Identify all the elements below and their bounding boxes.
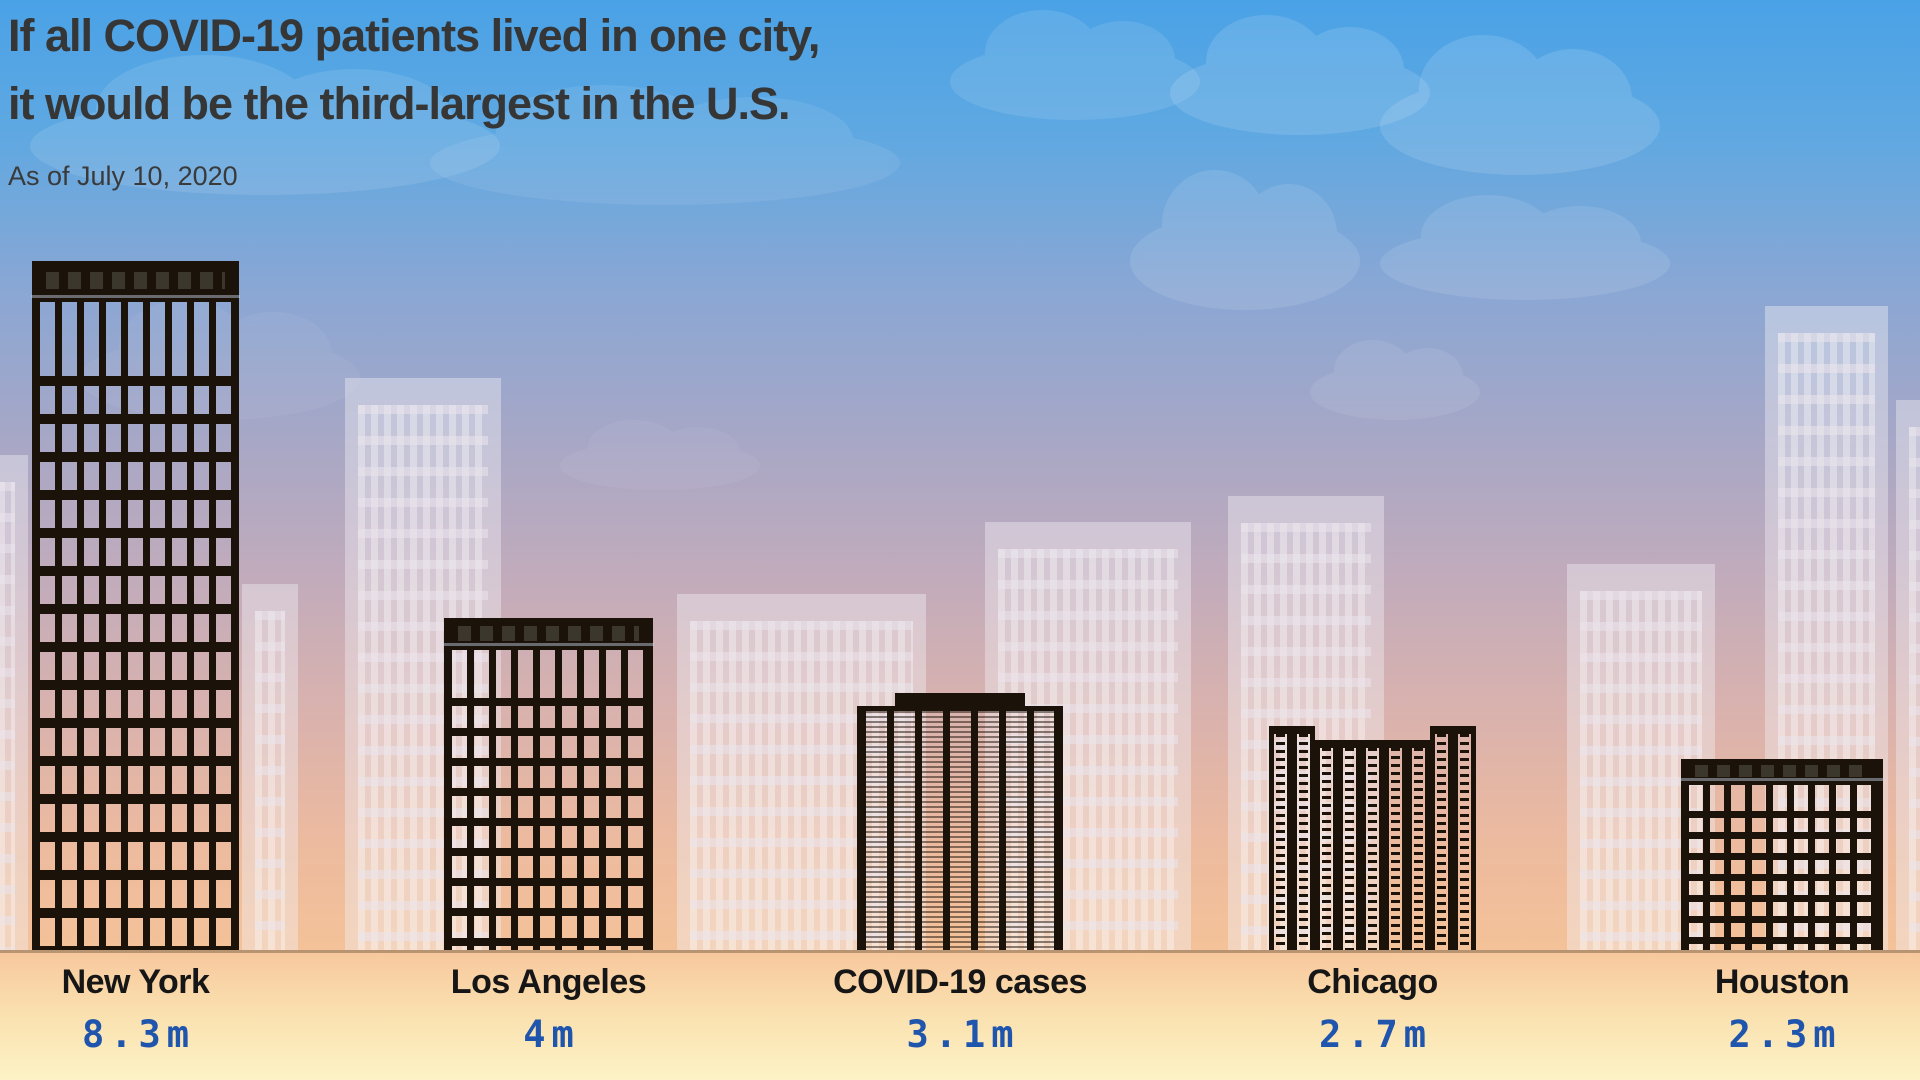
chart-title: If all COVID-19 patients lived in one ci… <box>8 2 820 138</box>
building-covid-19-cases <box>857 693 1063 950</box>
city-value: 2.3m <box>1728 1013 1842 1056</box>
cloud <box>1170 15 1430 135</box>
cloud-puff <box>560 441 760 490</box>
crown-windows <box>1695 765 1869 777</box>
title-line-1: If all COVID-19 patients lived in one ci… <box>8 10 820 61</box>
cloud-puff <box>1170 51 1430 135</box>
crown-divider-line <box>31 295 240 298</box>
cloud-puff <box>1162 170 1268 280</box>
building-crown <box>31 261 240 302</box>
cloud-puff <box>1130 212 1360 310</box>
city-name: New York <box>61 963 210 1001</box>
crown-divider-line <box>443 643 654 646</box>
cloud-puff <box>1310 364 1480 420</box>
cloud-puff <box>1514 49 1632 150</box>
crown-windows <box>46 272 225 289</box>
facade-slat <box>1338 740 1361 950</box>
building-chicago <box>1269 726 1476 950</box>
crown-windows <box>458 626 639 641</box>
city-value: 4m <box>523 1013 580 1056</box>
facade-slat <box>1430 726 1453 950</box>
crown-divider-line <box>1680 778 1884 781</box>
background-building <box>0 455 28 950</box>
cloud-puff <box>655 97 853 184</box>
cloud-puff <box>656 427 740 478</box>
cloud-puff <box>1070 21 1175 101</box>
background-building-windows <box>255 611 285 950</box>
cloud-puff <box>1420 195 1554 277</box>
background-building-windows <box>0 482 15 950</box>
title-line-2: it would be the third-largest in the U.S… <box>8 78 791 129</box>
cloud-puff <box>588 420 680 475</box>
building-crown <box>443 618 654 650</box>
city-label-los-angeles: Los Angeles 4m <box>450 963 647 1056</box>
cloud-puff <box>1419 35 1548 145</box>
tall-window-row <box>452 650 645 698</box>
cloud-puff <box>1519 205 1641 282</box>
cloud-puff <box>1294 27 1404 114</box>
building-los-angeles <box>443 618 654 950</box>
tall-window-row <box>1689 785 1875 811</box>
city-value: 2.7m <box>1318 1013 1433 1056</box>
cloud <box>430 85 900 205</box>
ground: New York 8.3m Los Angeles 4m COVID-19 cases 3… <box>0 950 1920 1080</box>
cloud-puff <box>1380 226 1670 300</box>
background-building-windows <box>1909 427 1920 950</box>
city-label-covid-19-cases: COVID-19 cases 3.1m <box>833 963 1087 1056</box>
facade-slat <box>1384 740 1407 950</box>
window-grid <box>40 376 231 950</box>
cloud-puff <box>1380 77 1660 175</box>
building-new-york <box>31 261 240 950</box>
chart-subtitle: As of July 10, 2020 <box>8 161 238 191</box>
cloud-puff <box>495 85 712 179</box>
cloud <box>1380 35 1660 175</box>
building-crown <box>1680 759 1884 785</box>
building-houston <box>1680 759 1884 950</box>
city-name: Los Angeles <box>450 963 647 1001</box>
city-value: 8.3m <box>81 1013 196 1056</box>
chart-header: If all COVID-19 patients lived in one ci… <box>8 2 820 192</box>
facade-slat <box>1292 726 1315 950</box>
cloud-puff <box>1333 340 1412 403</box>
cloud-puff <box>95 55 312 165</box>
cloud-puff <box>1391 348 1463 406</box>
cloud <box>1130 170 1360 310</box>
roof-cap <box>895 693 1025 708</box>
cloud-puff <box>255 69 453 170</box>
facade-slat <box>1315 740 1338 950</box>
tall-window-row <box>40 302 231 376</box>
cloud <box>950 10 1200 120</box>
cloud-puff <box>950 43 1200 120</box>
background-building <box>242 584 298 950</box>
city-label-new-york: New York 8.3m <box>62 963 210 1056</box>
cloud-puff <box>985 10 1100 96</box>
facade-slat <box>1269 726 1292 950</box>
city-label-chicago: Chicago 2.7m <box>1307 963 1438 1056</box>
facade-slat <box>1361 740 1384 950</box>
facade-slat <box>1453 726 1476 950</box>
cloud <box>30 55 500 195</box>
city-label-houston: Houston 2.3m <box>1714 963 1850 1056</box>
city-name: COVID-19 cases <box>833 963 1087 1001</box>
cloud-puff <box>1206 15 1326 109</box>
cloud <box>1310 340 1480 420</box>
city-name: Chicago <box>1307 963 1438 1001</box>
striped-facade <box>857 706 1063 950</box>
window-grid <box>1689 811 1875 950</box>
facade-slat <box>1407 740 1430 950</box>
window-grid <box>452 698 645 950</box>
background-building <box>1896 400 1920 950</box>
cloud <box>1380 195 1670 300</box>
cloud-puff <box>1240 184 1337 285</box>
cloud <box>560 420 760 490</box>
city-name: Houston <box>1714 963 1850 1001</box>
city-value: 3.1m <box>906 1013 1020 1056</box>
cloud-puff <box>430 121 900 205</box>
cloud-puff <box>30 97 500 195</box>
